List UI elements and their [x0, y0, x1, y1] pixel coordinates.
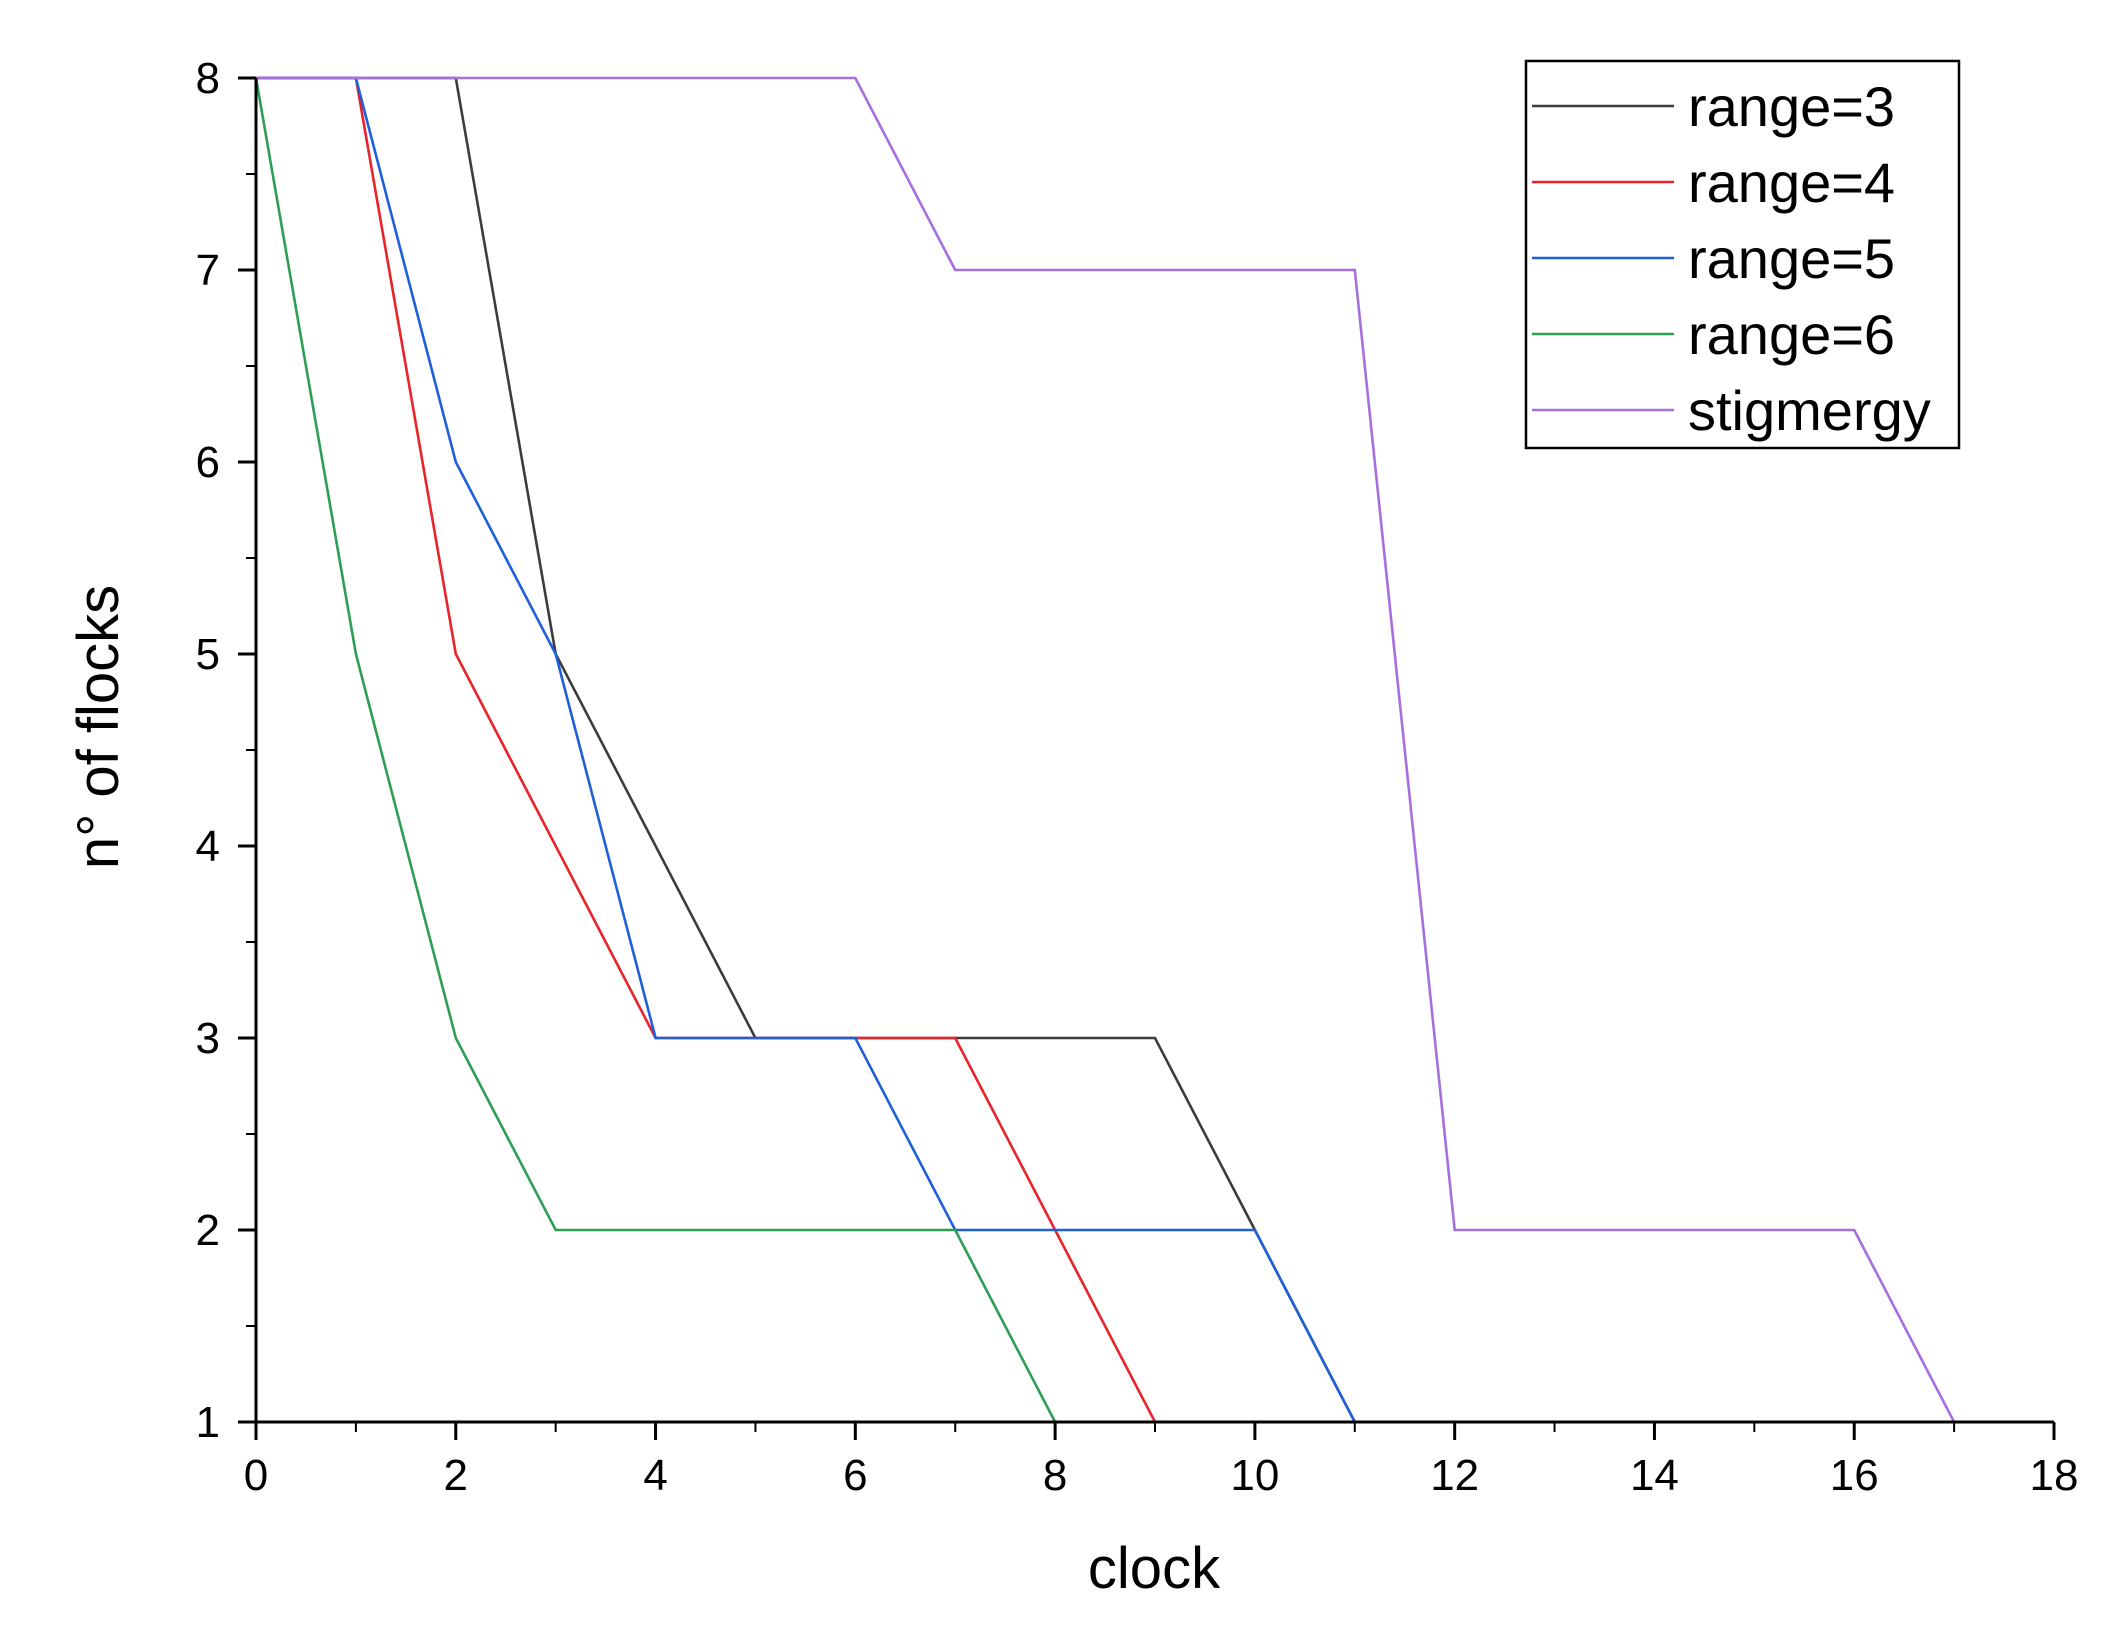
- y-tick-label: 1: [196, 1398, 220, 1447]
- legend: range=3 range=4 range=5 range=6 stigmergy: [1524, 59, 1961, 450]
- series-line-4: [256, 76, 2054, 1424]
- legend-label-3: range=6: [1688, 303, 1895, 366]
- x-tick-label: 4: [643, 1451, 667, 1500]
- x-tick-label: 12: [1430, 1451, 1479, 1500]
- x-tick-label: 10: [1230, 1451, 1279, 1500]
- x-tick-label: 16: [1830, 1451, 1879, 1500]
- legend-label-2: range=5: [1688, 227, 1895, 290]
- y-tick-label: 7: [196, 246, 220, 295]
- x-tick-label: 14: [1630, 1451, 1679, 1500]
- legend-label-0: range=3: [1688, 75, 1895, 138]
- y-tick-label: 5: [196, 630, 220, 679]
- x-axis-title: clock: [1088, 1536, 1221, 1601]
- y-tick-label: 8: [196, 54, 220, 103]
- legend-label-4: stigmergy: [1688, 379, 1931, 442]
- x-tick-label: 18: [2030, 1451, 2079, 1500]
- legend-label-1: range=4: [1688, 151, 1895, 214]
- y-tick-label: 2: [196, 1206, 220, 1255]
- y-axis-title: n° of flocks: [66, 585, 131, 869]
- y-tick-label: 4: [196, 822, 220, 871]
- y-tick-label: 3: [196, 1014, 220, 1063]
- y-tick-label: 6: [196, 438, 220, 487]
- x-tick-label: 2: [444, 1451, 468, 1500]
- x-tick-label: 6: [843, 1451, 867, 1500]
- x-tick-label: 8: [1043, 1451, 1067, 1500]
- legend-box: [1524, 59, 1961, 450]
- x-tick-label: 0: [244, 1451, 268, 1500]
